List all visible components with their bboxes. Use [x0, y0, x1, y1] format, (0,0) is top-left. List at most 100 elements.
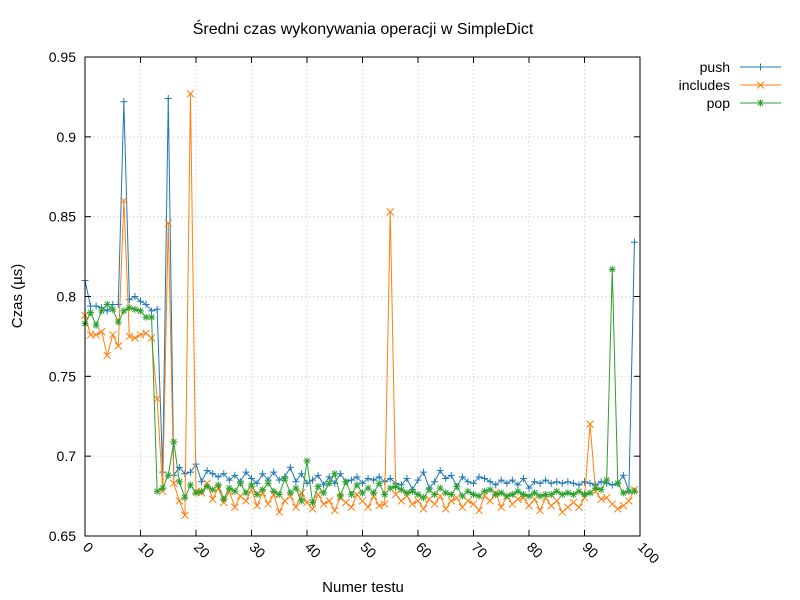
data-point-push [597, 478, 605, 486]
data-point-push [447, 471, 455, 479]
data-point-includes [275, 508, 284, 516]
data-point-includes [147, 334, 156, 342]
y-tick-label: 0.95 [49, 49, 76, 65]
data-point-push [248, 475, 255, 483]
data-point-push [242, 468, 250, 476]
data-point-pop [558, 490, 566, 498]
data-point-pop [492, 490, 500, 498]
data-point-includes [347, 503, 356, 512]
data-point-includes [253, 501, 261, 510]
data-point-push [203, 467, 211, 475]
data-point-includes [358, 497, 367, 505]
data-point-push [508, 476, 516, 484]
data-point-includes [441, 505, 450, 513]
series-group [81, 89, 639, 520]
x-tick-label: 60 [413, 539, 435, 561]
data-point-push [347, 476, 355, 484]
y-axis-label: Czas (µs) [9, 264, 26, 328]
x-tick-label: 10 [135, 539, 157, 561]
data-point-pop [442, 489, 450, 497]
series-pop [81, 265, 638, 506]
data-point-pop [175, 478, 183, 486]
data-point-includes [264, 500, 273, 508]
data-point-pop [303, 457, 311, 465]
legend-marker-pop [757, 99, 764, 107]
data-point-push [470, 479, 477, 487]
data-point-pop [214, 481, 222, 489]
data-point-push [225, 476, 233, 484]
series-line-push [84, 98, 635, 492]
data-point-pop [353, 481, 361, 489]
data-point-includes [119, 196, 128, 205]
data-point-includes [408, 500, 417, 508]
data-point-push [359, 479, 366, 487]
data-point-push [214, 473, 222, 481]
data-point-push [458, 473, 466, 481]
data-point-includes [430, 500, 439, 508]
data-point-pop [497, 489, 505, 497]
data-point-pop [347, 490, 355, 498]
data-point-pop [270, 487, 278, 495]
data-point-push [375, 473, 383, 481]
data-point-push [553, 478, 561, 486]
x-tick-label: 70 [468, 539, 490, 561]
data-point-includes [375, 501, 384, 510]
data-point-pop [186, 481, 194, 489]
data-point-includes [325, 497, 334, 505]
data-point-pop [314, 483, 322, 491]
data-point-push [314, 471, 322, 479]
data-point-push [464, 478, 472, 486]
data-point-includes [164, 219, 173, 227]
data-point-push [514, 481, 522, 489]
data-point-pop [87, 308, 95, 316]
data-point-includes [425, 495, 433, 504]
data-point-pop [475, 492, 483, 500]
data-point-push [630, 238, 638, 246]
data-point-push [503, 479, 511, 487]
data-point-pop [320, 489, 328, 497]
data-point-includes [86, 330, 95, 339]
data-point-push [575, 481, 583, 489]
data-point-push [475, 473, 483, 481]
data-point-includes [92, 330, 100, 339]
data-point-includes [547, 501, 556, 510]
data-point-includes [186, 89, 195, 98]
data-point-pop [164, 471, 172, 479]
chart-title: Średni czas wykonywania operacji w Simpl… [193, 19, 534, 38]
legend-label-pop: pop [707, 95, 731, 111]
data-point-includes [131, 334, 139, 342]
data-point-pop [137, 307, 144, 315]
data-point-push [525, 484, 533, 492]
data-point-includes [242, 497, 250, 505]
data-point-push [486, 478, 494, 486]
data-point-includes [230, 503, 239, 512]
data-point-push [497, 476, 505, 484]
data-point-includes [602, 493, 611, 502]
data-point-pop [481, 487, 489, 495]
grid-lines [85, 57, 640, 536]
data-point-pop [236, 479, 244, 487]
data-point-pop [619, 489, 627, 497]
data-point-pop [614, 479, 622, 487]
data-point-pop [325, 479, 333, 487]
data-point-includes [447, 497, 456, 505]
data-point-push [542, 476, 550, 484]
data-point-pop [553, 487, 561, 495]
data-point-push [519, 475, 527, 483]
data-point-includes [353, 490, 361, 499]
data-point-includes [464, 497, 472, 505]
data-point-push [442, 475, 450, 483]
data-point-pop [264, 479, 272, 487]
series-line-pop [84, 269, 635, 503]
data-point-includes [475, 506, 483, 515]
data-point-push [125, 296, 133, 304]
data-point-pop [431, 490, 439, 498]
data-point-push [142, 300, 150, 308]
data-point-pop [536, 492, 544, 500]
data-point-pop [386, 484, 394, 492]
data-point-pop [153, 487, 161, 495]
data-point-push [286, 463, 294, 471]
data-point-pop [336, 492, 344, 500]
data-point-includes [569, 498, 578, 507]
y-tick-label: 0.9 [57, 129, 77, 145]
